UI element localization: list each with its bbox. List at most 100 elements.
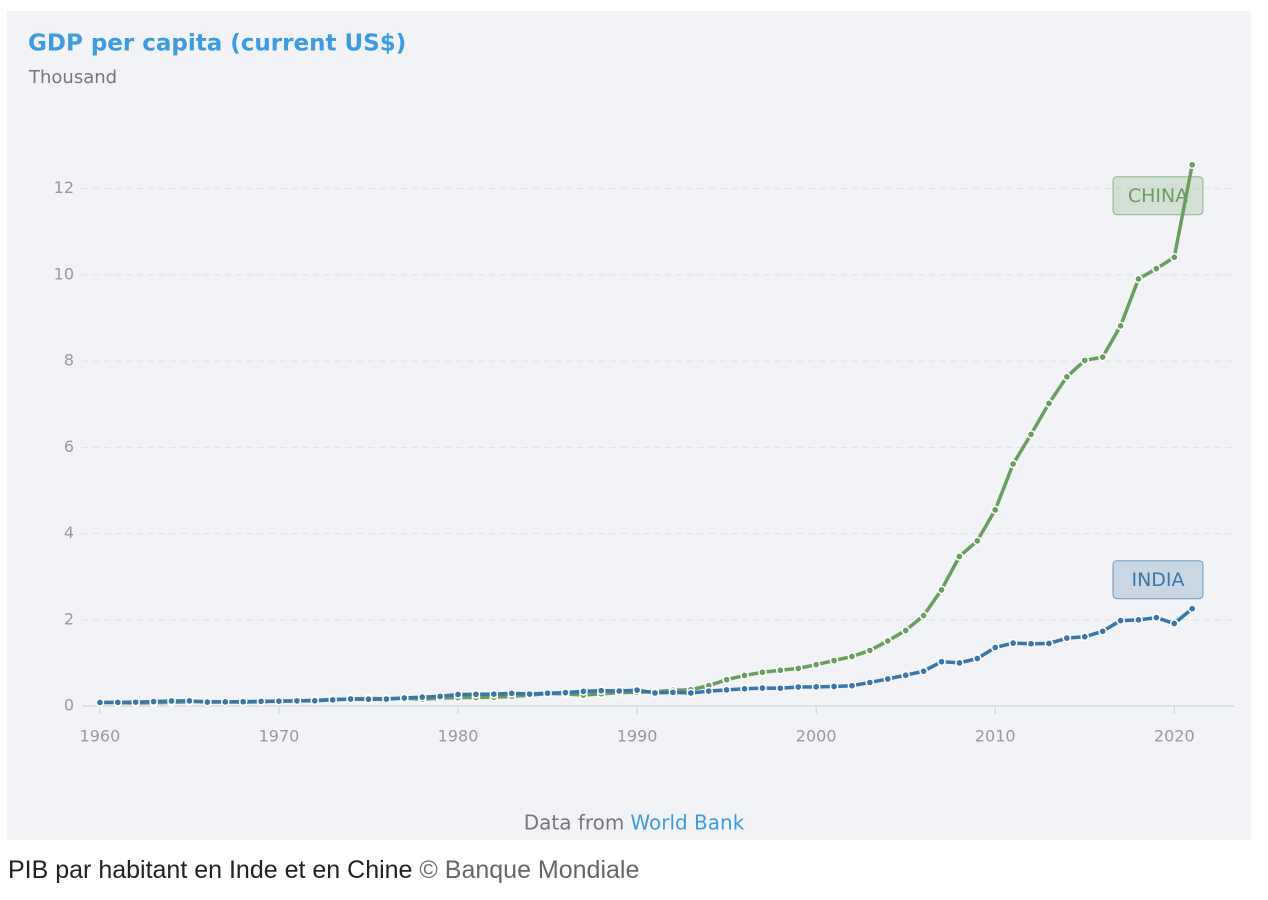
- data-point: [95, 698, 105, 707]
- data-point: [1098, 352, 1108, 362]
- series-label-box: [1112, 176, 1204, 216]
- data-point: [990, 643, 1000, 652]
- series-label: CHINA: [1128, 185, 1188, 207]
- data-point: [990, 505, 1000, 515]
- data-point: [1062, 633, 1072, 643]
- data-point: [668, 687, 678, 697]
- data-point: [561, 688, 570, 697]
- y-tick-label: 10: [54, 264, 74, 283]
- data-point: [399, 693, 409, 703]
- data-point: [937, 585, 946, 595]
- caption: PIB par habitant en Inde et en Chine © B…: [8, 856, 639, 885]
- x-tick-label: 1960: [80, 727, 121, 746]
- chart-title: GDP per capita (current US$): [28, 31, 406, 57]
- data-point: [829, 682, 839, 691]
- data-point: [1187, 160, 1197, 170]
- data-point: [346, 694, 355, 704]
- y-tick-label: 2: [64, 609, 74, 628]
- data-point: [972, 654, 982, 663]
- data-point: [1044, 399, 1054, 408]
- data-point: [113, 697, 123, 707]
- y-tick-label: 0: [64, 696, 74, 715]
- data-point: [382, 694, 391, 704]
- data-point: [328, 695, 338, 705]
- data-point: [1169, 252, 1179, 262]
- data-point: [865, 646, 875, 655]
- data-point: [883, 674, 893, 684]
- series-label: INDIA: [1131, 569, 1184, 591]
- data-point: [1062, 372, 1072, 382]
- data-point: [686, 688, 696, 698]
- data-point: [417, 692, 427, 702]
- data-point: [632, 685, 642, 695]
- data-point: [292, 696, 302, 706]
- data-point: [650, 688, 660, 698]
- series: [95, 604, 1197, 707]
- data-point: [883, 636, 893, 646]
- chart-panel: [7, 11, 1251, 840]
- data-point: [202, 697, 212, 707]
- data-point: [1008, 638, 1018, 648]
- data-point: [310, 696, 320, 706]
- data-point: [471, 690, 481, 699]
- data-point: [847, 681, 857, 691]
- data-point: [220, 697, 230, 707]
- data-point: [1116, 321, 1125, 331]
- data-point: [579, 686, 588, 696]
- caption-text: PIB par habitant en Inde et en Chine: [8, 856, 413, 884]
- data-point: [1098, 626, 1108, 636]
- x-tick-label: 1990: [617, 727, 658, 746]
- data-point: [865, 678, 875, 687]
- data-point: [256, 697, 266, 706]
- data-point: [722, 685, 731, 695]
- data-point: [775, 683, 785, 693]
- data-point: [435, 691, 445, 701]
- y-tick-label: 4: [64, 523, 74, 542]
- data-point: [274, 696, 284, 706]
- data-point: [972, 536, 982, 546]
- data-point: [1080, 632, 1090, 642]
- data-point: [758, 667, 767, 677]
- data-point: [793, 682, 803, 692]
- series-label-box: [1112, 560, 1204, 600]
- y-tick-label: 8: [64, 351, 74, 370]
- x-tick-label: 1980: [438, 727, 479, 746]
- data-point: [775, 665, 785, 675]
- source-link[interactable]: World Bank: [630, 811, 744, 835]
- data-point: [238, 697, 248, 707]
- data-point: [1026, 639, 1036, 649]
- data-point: [131, 697, 141, 707]
- data-point: [1026, 430, 1036, 439]
- data-point: [614, 686, 624, 696]
- data-point: [1169, 619, 1179, 628]
- data-point: [955, 658, 964, 668]
- chart: GDP per capita (current US$) Thousand Da…: [7, 11, 1251, 840]
- data-point: [1134, 274, 1143, 284]
- data-point: [1152, 613, 1161, 622]
- x-tick-label: 1970: [259, 727, 300, 746]
- data-point: [919, 611, 928, 620]
- x-tick-label: 2000: [796, 727, 837, 746]
- data-point: [847, 652, 857, 661]
- credit: © Banque Mondiale: [419, 856, 640, 884]
- data-point: [1044, 639, 1054, 648]
- data-point: [722, 675, 731, 685]
- data-point: [901, 626, 911, 635]
- data-point: [167, 696, 176, 706]
- data-point: [955, 552, 964, 561]
- data-point: [829, 656, 839, 665]
- y-tick-label: 12: [54, 178, 74, 197]
- data-point: [185, 696, 194, 706]
- data-point: [364, 694, 373, 704]
- x-tick-label: 2020: [1154, 727, 1195, 746]
- data-point: [793, 664, 803, 673]
- data-point: [704, 686, 714, 696]
- data-point: [740, 684, 749, 694]
- data-point: [937, 657, 946, 667]
- data-point: [740, 671, 749, 680]
- data-point: [1008, 459, 1018, 469]
- data-point: [525, 689, 535, 699]
- data-point: [758, 683, 767, 693]
- data-point: [1116, 616, 1125, 625]
